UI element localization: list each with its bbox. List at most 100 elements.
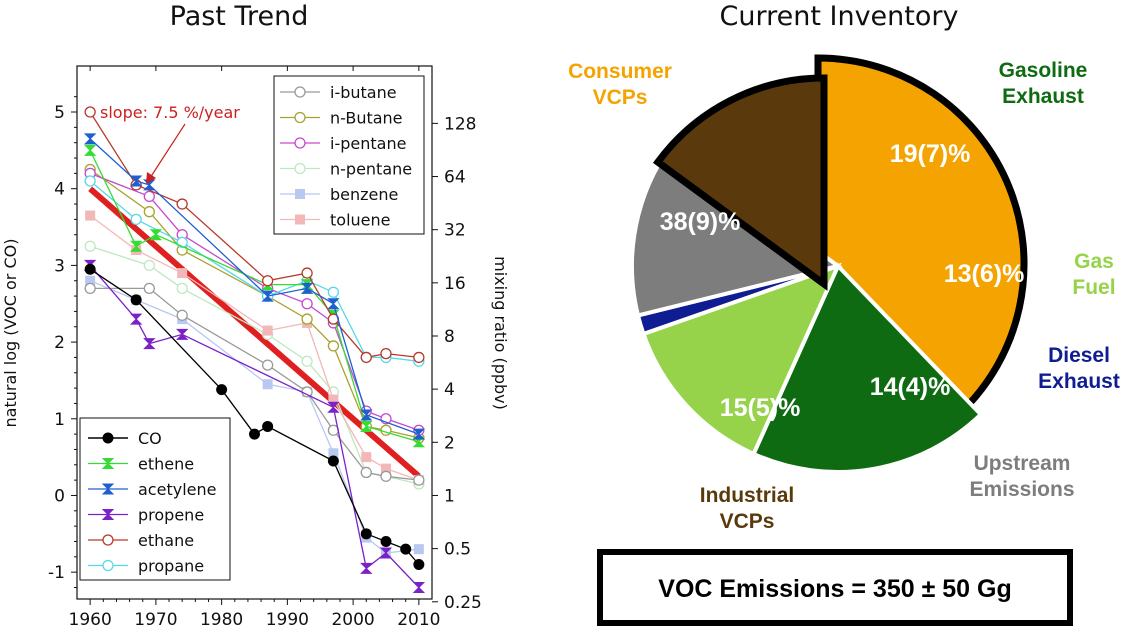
point-i-butane-marker xyxy=(380,470,392,482)
y2-tick-label: 128 xyxy=(444,114,476,134)
y-tick-label: 1 xyxy=(54,410,65,430)
pie-slice-consumer-vcps xyxy=(814,54,1028,418)
legend-label: acetylene xyxy=(138,480,216,499)
legend-item-ethane: ethane xyxy=(88,531,194,550)
x-tick-label: 2000 xyxy=(331,610,374,630)
legend-item-benzene: benzene xyxy=(280,185,398,204)
point-ethene-marker xyxy=(83,144,97,156)
line-chart-title: Past Trend xyxy=(170,1,309,32)
legend-item-propene: propene xyxy=(88,506,204,525)
point-co-marker xyxy=(380,535,392,547)
slice-label-upstream-emissions: Upstream Emissions xyxy=(969,452,1074,501)
point-propene-marker xyxy=(175,328,189,340)
y2-tick-label: 16 xyxy=(444,274,466,294)
point-i-pentane-marker xyxy=(301,298,313,310)
point-ethane-marker xyxy=(380,347,392,360)
y2-axis-label: mixing ratio (ppbv) xyxy=(491,256,510,410)
point-toluene-marker xyxy=(361,452,372,463)
legend-swatch-marker xyxy=(102,432,114,444)
point-benzene-marker xyxy=(413,544,424,555)
point-n-pentane-marker xyxy=(84,240,96,252)
legend-label: propane xyxy=(138,557,204,576)
point-propene-marker xyxy=(412,581,426,593)
x-tick-label: 1980 xyxy=(200,610,243,630)
slice-value-consumer-vcps: 38(9)% xyxy=(660,208,741,236)
point-ethane-marker xyxy=(301,267,313,279)
point-acetylene-marker xyxy=(360,409,373,421)
point-co-marker xyxy=(360,528,372,540)
slice-label-line: Fuel xyxy=(1072,276,1115,299)
x-tick-label: 1960 xyxy=(69,610,112,630)
point-n-butane-marker xyxy=(327,340,340,352)
plot-frame xyxy=(76,65,433,600)
pie-slice-group-industrial-vcps xyxy=(653,74,828,291)
slice-label-line: Industrial xyxy=(700,484,795,507)
slice-label-line: Consumer xyxy=(568,60,672,83)
point-ethene-marker xyxy=(149,229,163,241)
legend-swatch-marker xyxy=(101,483,115,495)
legend-label: CO xyxy=(138,429,162,448)
slice-label-line: Gas xyxy=(1074,250,1114,273)
legend-item-acetylene: acetylene xyxy=(88,480,216,499)
y-tick-label: 5 xyxy=(54,103,65,123)
legend-label: benzene xyxy=(330,185,398,204)
legend-swatch-marker xyxy=(294,111,306,124)
legend-top-right: i-butane n-Butane i-pentane n-pentane benzen… xyxy=(273,75,425,235)
legend-label: i-butane xyxy=(330,83,397,102)
legend-swatch-marker xyxy=(102,559,114,572)
legend-swatch-marker xyxy=(295,214,305,225)
y2-tick-label: 32 xyxy=(444,221,466,241)
summary-box xyxy=(597,549,1073,626)
point-ethane-marker xyxy=(261,275,274,287)
point-co-marker xyxy=(413,558,425,570)
legend-item-co: CO xyxy=(88,429,162,448)
point-acetylene-marker xyxy=(83,133,97,145)
slice-label-consumer-vcps: Consumer VCPs xyxy=(568,60,672,109)
legend-swatch-marker xyxy=(294,162,306,175)
point-i-butane-marker xyxy=(143,282,155,295)
series-line-acetylene xyxy=(89,138,420,435)
slice-label-gasoline-exhaust: Gasoline Exhaust xyxy=(999,59,1088,108)
point-ethene-marker xyxy=(129,240,143,252)
legend-swatch-marker xyxy=(295,189,305,199)
legend-label: ethene xyxy=(138,455,194,474)
pie-slice-group-consumer-vcps xyxy=(814,54,1028,418)
y2-tick-label: 0.5 xyxy=(444,540,471,560)
point-ethane-marker xyxy=(84,106,96,118)
slice-label-line: Diesel xyxy=(1048,344,1110,367)
slice-label-industrial-vcps: Industrial VCPs xyxy=(700,484,795,533)
slice-label-line: VCPs xyxy=(593,86,648,109)
point-n-butane-marker xyxy=(143,206,155,218)
pie-chart-title: Current Inventory xyxy=(720,1,959,32)
x-tick-label: 2010 xyxy=(397,610,440,630)
legend-item-propane: propane xyxy=(88,557,204,576)
legend-label: ethane xyxy=(138,531,194,550)
pie-slice-group-gas-fuel xyxy=(640,262,842,457)
series-acetylene xyxy=(83,133,426,440)
series-i-butane xyxy=(84,282,425,486)
y2-tick-label: 4 xyxy=(444,380,455,400)
legend-label: n-pentane xyxy=(330,160,412,179)
x-tick-label: 1970 xyxy=(134,610,177,630)
legend-swatch-marker xyxy=(101,509,115,520)
point-propane-marker xyxy=(327,286,340,298)
y-tick-label: 3 xyxy=(54,256,65,276)
pie-slice-group-gasoline-exhaust xyxy=(750,262,984,474)
y2-tick-label: 8 xyxy=(444,327,455,347)
point-propene-marker xyxy=(143,338,156,350)
point-acetylene-marker xyxy=(327,298,340,310)
legend-item-toluene: toluene xyxy=(280,211,390,230)
slope-annotation-arrowhead xyxy=(146,172,156,184)
legend-box xyxy=(273,75,425,235)
series-line-co xyxy=(89,268,420,565)
y2-tick-label: 1 xyxy=(444,486,455,506)
pie-slice-gas-fuel xyxy=(640,262,842,457)
point-co-marker xyxy=(130,294,142,306)
slice-value-industrial-vcps: 15(5)% xyxy=(720,394,801,422)
point-toluene-marker xyxy=(85,210,96,221)
point-toluene-marker xyxy=(177,268,188,279)
pie-chart: Current Inventory 38(9)% Consumer VCPs 19(7… xyxy=(568,1,1120,626)
point-acetylene-marker xyxy=(261,290,274,302)
legend-item-n-butane: n-Butane xyxy=(280,109,403,128)
